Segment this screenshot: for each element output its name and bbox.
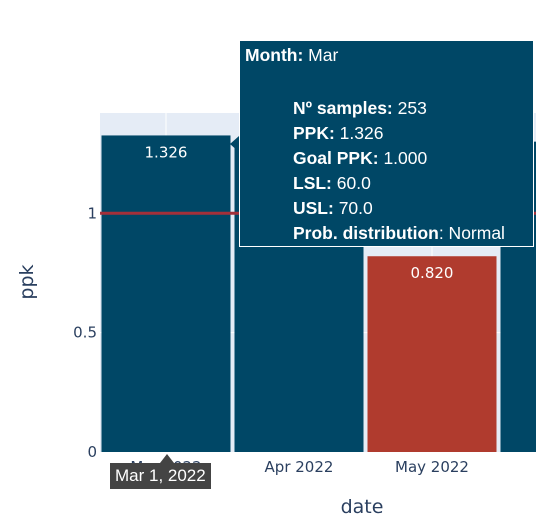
tooltip-pointer [230,136,239,152]
y-tick-label: 1 [87,204,97,222]
x-tick-label: May 2022 [395,458,469,476]
hover-x-label: Mar 1, 2022 [110,463,211,489]
bar-value-label: 0.820 [411,264,454,282]
y-tick-label: 0 [87,443,97,461]
y-tick-label: 0.5 [73,324,97,342]
tooltip-rows: Nº samples: 253 PPK: 1.326 Goal PPK: 1.0… [293,96,505,246]
x-tick-label: Apr 2022 [265,458,334,476]
x-axis-title: date [341,496,384,518]
bar[interactable] [101,135,231,452]
bar[interactable] [367,256,497,452]
tooltip-row-goal-ppk: Goal PPK: 1.000 [293,148,428,168]
bar-value-label: 1.326 [145,143,188,161]
tooltip-row-distribution: Prob. distribution: Normal [293,223,505,243]
hover-x-label-pointer [160,454,174,463]
tooltip-row-usl: USL: 70.0 [293,198,373,218]
hover-tooltip: Month: Mar Nº samples: 253 PPK: 1.326 Go… [239,40,534,247]
y-axis-ticks: 00.51 [73,204,97,461]
y-axis-title: ppk [16,264,38,299]
tooltip-row-ppk: PPK: 1.326 [293,123,384,143]
tooltip-month: Month: Mar [245,45,339,65]
tooltip-row-samples: Nº samples: 253 [293,98,427,118]
tooltip-row-lsl: LSL: 60.0 [293,173,371,193]
bar-value-labels: 1.326 0.820 [145,143,454,282]
